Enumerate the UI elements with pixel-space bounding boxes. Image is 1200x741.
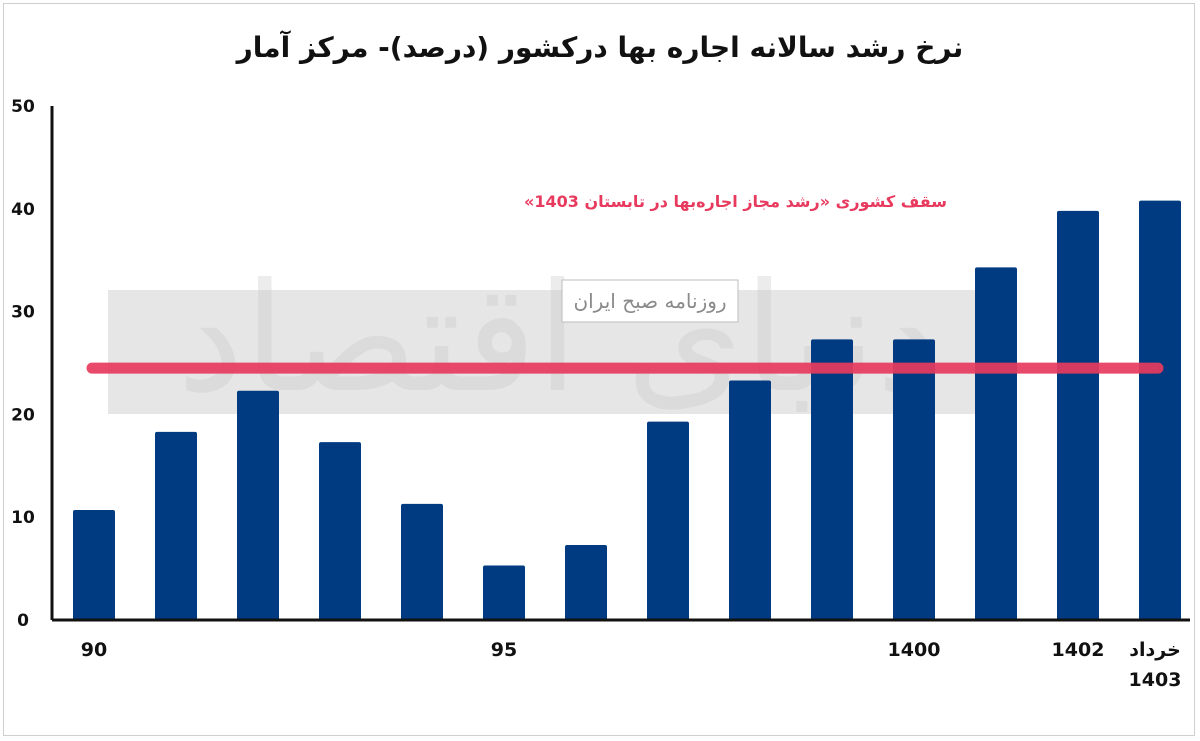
bar-6 (565, 544, 607, 620)
x-tick-label: خرداد (1129, 639, 1181, 661)
bar-9 (811, 339, 853, 620)
y-tick-label: 50 (11, 97, 35, 117)
bar-3 (319, 442, 361, 620)
x-tick-label: 1403 (1129, 669, 1182, 691)
bar-13 (1139, 200, 1181, 621)
bar-7 (647, 421, 689, 620)
bar-4 (401, 503, 443, 620)
x-tick-label: 1402 (1052, 639, 1105, 661)
y-tick-label: 20 (11, 405, 35, 425)
bar-5 (483, 565, 525, 620)
bar-10 (893, 339, 935, 620)
bar-11 (975, 267, 1017, 620)
x-tick-label: 90 (81, 639, 107, 661)
x-tick-label: 95 (491, 639, 517, 661)
y-tick-label: 40 (11, 200, 35, 220)
bar-2 (237, 390, 279, 620)
bar-8 (729, 380, 771, 620)
y-tick-label: 0 (17, 611, 29, 631)
y-tick-label: 10 (11, 508, 35, 528)
bar-1 (155, 431, 197, 620)
chart-frame (3, 3, 1195, 736)
watermark-caption-box (561, 279, 739, 323)
watermark-caption: روزنامه صبح ایران (573, 289, 726, 313)
chart-title: نرخ رشد سالانه اجاره بها درکشور (درصد)- … (235, 30, 964, 64)
bars (73, 200, 1181, 621)
reference-line-label: سقف کشوری «رشد مجاز اجاره‌بها در تابستان… (524, 192, 947, 211)
bar-0 (73, 510, 115, 620)
y-axis-ticks: 0 10 20 30 40 50 (11, 97, 35, 631)
x-tick-label: 1400 (888, 639, 941, 661)
x-axis-ticks: 90 95 1400 1402 خرداد 1403 (81, 639, 1182, 691)
y-tick-label: 30 (11, 303, 35, 323)
bar-12 (1057, 210, 1099, 620)
